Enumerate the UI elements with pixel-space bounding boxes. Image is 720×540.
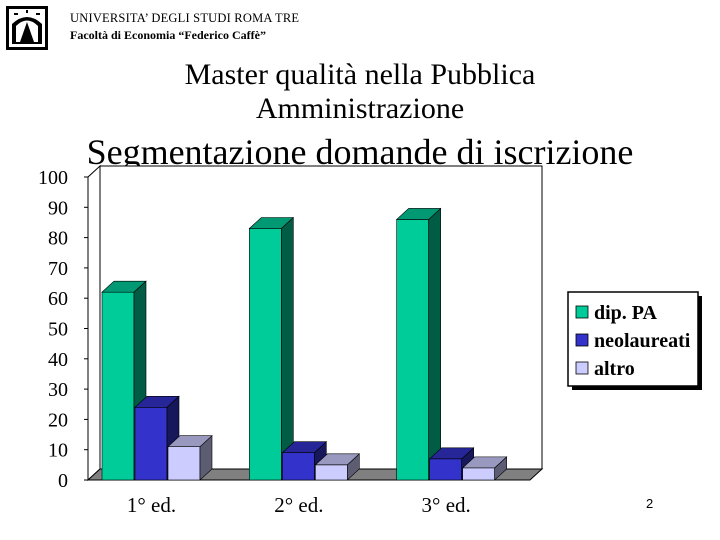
- bar-top: [134, 395, 180, 408]
- y-tick-label: 10: [48, 440, 68, 462]
- legend-label: altro: [594, 358, 635, 380]
- header: UNIVERSITA’ DEGLI STUDI ROMA TRE Facoltà…: [70, 10, 299, 44]
- bar-front: [429, 458, 462, 481]
- bar-side: [281, 216, 294, 481]
- bar-top: [428, 447, 475, 460]
- x-category-label: 3° ed.: [422, 493, 471, 517]
- bar-top: [461, 456, 508, 469]
- university-name: UNIVERSITA’ DEGLI STUDI ROMA TRE: [70, 11, 300, 25]
- y-tick-label: 0: [58, 470, 68, 492]
- bar-front: [134, 406, 168, 481]
- y-tick-label: 60: [48, 288, 68, 310]
- y-tick-label: 80: [48, 228, 68, 250]
- legend-swatch: [575, 305, 589, 319]
- bar-top: [248, 217, 295, 229]
- master-title: Master qualità nella Pubblica Amministra…: [0, 58, 720, 126]
- page-number: 2: [646, 496, 654, 511]
- chart-side-wall: [87, 164, 101, 482]
- bar-front: [282, 452, 315, 481]
- bar-front: [315, 464, 348, 481]
- legend-label: dip. PA: [594, 302, 658, 324]
- legend: [567, 291, 699, 387]
- legend-swatch: [575, 333, 589, 347]
- bar-front: [167, 446, 201, 481]
- faculty-name: Facoltà di Economia “Federico Caffè”: [70, 28, 266, 42]
- x-category-label: 2° ed.: [274, 493, 323, 517]
- bar-front: [396, 219, 429, 481]
- y-tick-label: 50: [48, 319, 68, 341]
- bar-top: [101, 280, 147, 293]
- y-tick-label: 90: [48, 197, 68, 219]
- slide-title: Segmentazione domande di iscrizione: [86, 132, 634, 172]
- bar-top: [314, 453, 361, 466]
- y-tick-label: 100: [38, 167, 68, 189]
- bar-front: [462, 467, 495, 481]
- bar-side: [428, 207, 441, 481]
- bar-front: [249, 228, 282, 481]
- bar-top: [395, 208, 442, 220]
- y-tick-label: 70: [48, 258, 68, 280]
- x-category-label: 1° ed.: [127, 493, 176, 517]
- bar-top: [167, 435, 213, 447]
- y-tick-label: 20: [48, 409, 68, 431]
- university-logo-icon: [6, 6, 48, 50]
- master-title-line1: Master qualità nella Pubblica: [184, 58, 536, 91]
- y-tick-label: 30: [48, 379, 68, 401]
- legend-label: neolaureati: [594, 330, 691, 352]
- legend-swatch: [575, 361, 589, 375]
- bar-front: [101, 291, 135, 481]
- master-title-line2: Amministrazione: [255, 92, 465, 125]
- bar-top: [281, 441, 328, 454]
- y-tick-label: 40: [48, 349, 68, 371]
